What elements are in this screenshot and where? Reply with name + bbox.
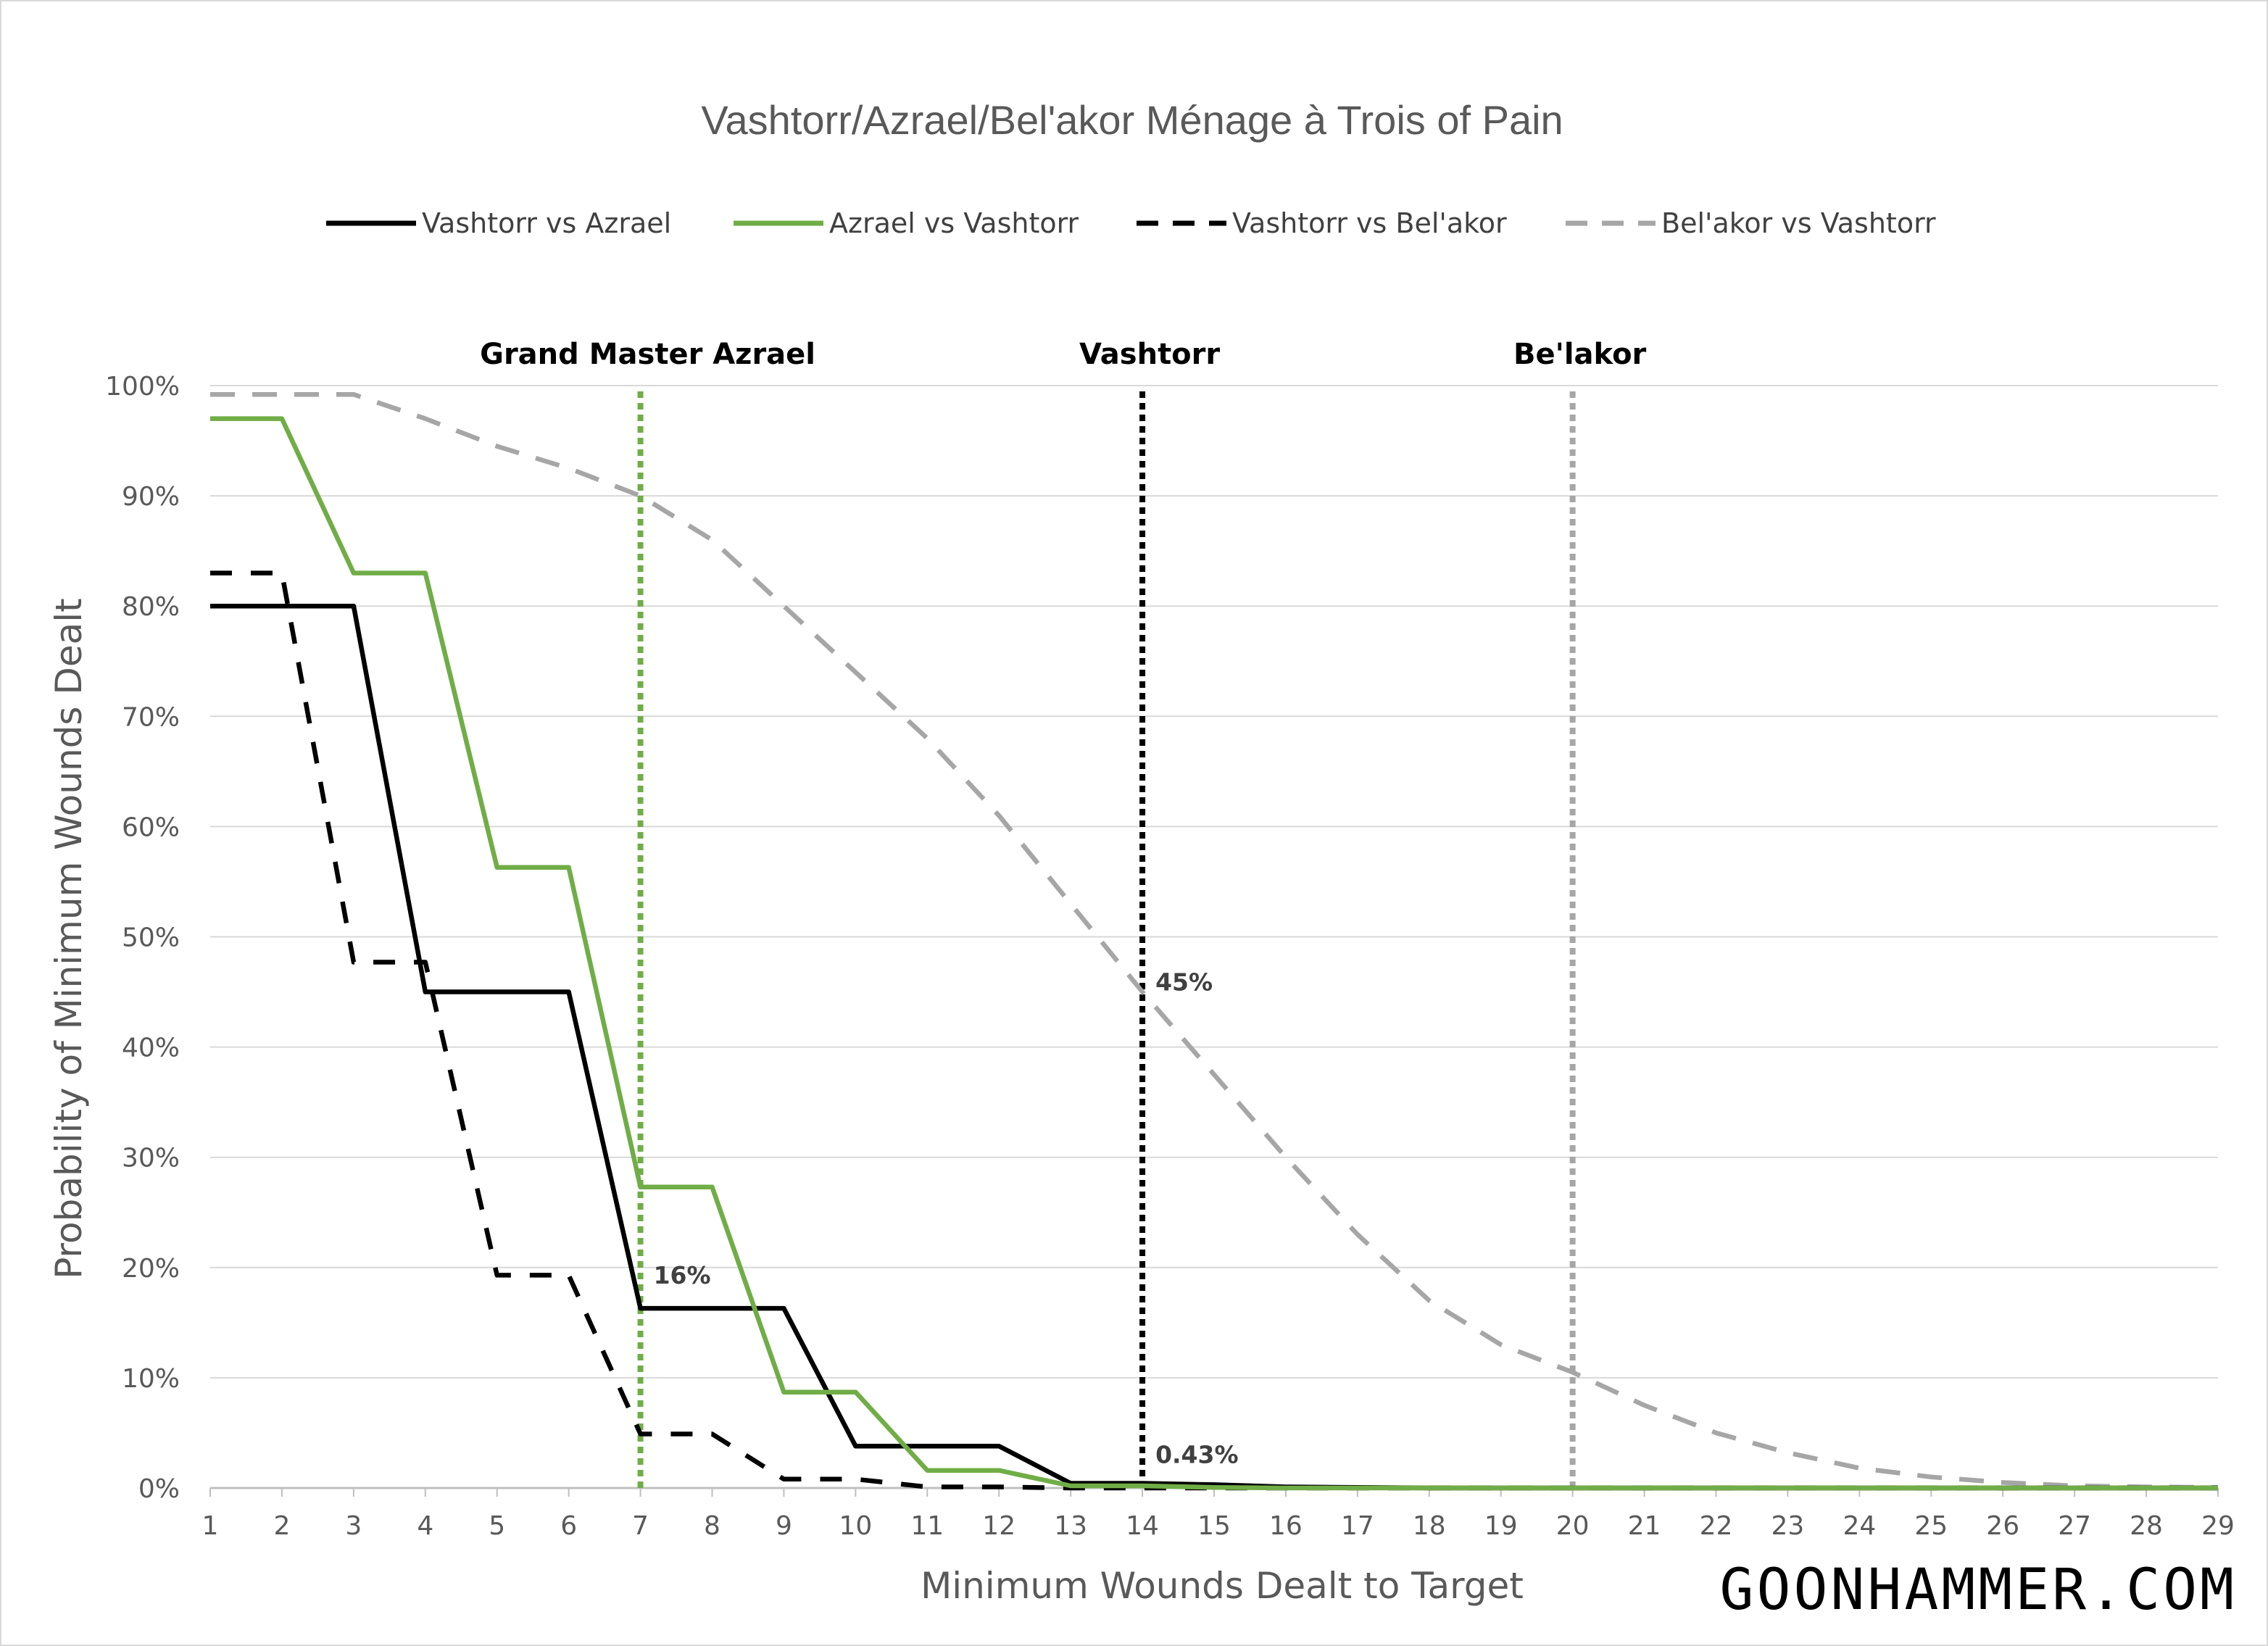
y-tick-label: 30% [122, 1144, 180, 1173]
x-tick-label: 8 [704, 1511, 720, 1541]
data-label: 0.43% [1155, 1440, 1239, 1468]
x-tick-label: 28 [2130, 1511, 2163, 1541]
x-tick-label: 16 [1269, 1511, 1303, 1541]
gridlines [210, 385, 2218, 1379]
y-tick-label: 0% [138, 1474, 180, 1504]
data-label: 16% [654, 1261, 711, 1289]
legend: Vashtorr vs Azrael Azrael vs Vashtorr Vash… [326, 207, 1936, 239]
y-tick-label: 60% [122, 812, 180, 842]
x-tick-label: 7 [632, 1511, 649, 1541]
x-axis: 1 2 3 4 5 6 7 8 9 10 11 12 13 14 15 16 17 18 19 20 21 22 23 24 2… [202, 1487, 2235, 1541]
x-tick-label: 2 [273, 1511, 290, 1541]
y-tick-label: 20% [122, 1254, 180, 1284]
marker-label-grand-master-azrael: Grand Master Azrael [480, 338, 815, 371]
marker-label-be-lakor: Be'lakor [1513, 338, 1647, 371]
x-tick-label: 6 [560, 1511, 577, 1541]
y-tick-label: 70% [122, 702, 180, 732]
legend-label-vashtorr-vs-azrael: Vashtorr vs Azrael [422, 207, 671, 239]
x-tick-label: 10 [839, 1511, 872, 1541]
series-line-vashtorr-vs-bel-akor [210, 570, 2218, 1491]
marker-lines: Grand Master Azrael Vashtorr Be'lakor [480, 338, 1647, 1488]
y-tick-label: 100% [105, 372, 180, 402]
y-axis-label: Probability of Minimum Wounds Dealt [48, 598, 90, 1279]
y-tick-label: 10% [122, 1364, 180, 1394]
x-tick-label: 19 [1484, 1511, 1518, 1541]
x-tick-label: 5 [489, 1511, 505, 1541]
legend-label-bel-akor-vs-vashtorr: Bel'akor vs Vashtorr [1661, 207, 1936, 239]
x-tick-label: 12 [982, 1511, 1015, 1541]
data-labels: 16% 45% 0.43% [654, 968, 1239, 1469]
x-tick-label: 9 [776, 1511, 792, 1541]
x-tick-label: 1 [202, 1511, 219, 1541]
x-tick-label: 11 [910, 1511, 944, 1541]
legend-label-vashtorr-vs-bel-akor: Vashtorr vs Bel'akor [1232, 207, 1507, 239]
x-tick-label: 20 [1556, 1511, 1590, 1541]
x-tick-label: 17 [1341, 1511, 1374, 1541]
x-tick-label: 14 [1126, 1511, 1159, 1541]
x-tick-label: 25 [1914, 1511, 1948, 1541]
x-axis-label: Minimum Wounds Dealt to Target [921, 1565, 1524, 1607]
legend-label-azrael-vs-vashtorr: Azrael vs Vashtorr [829, 207, 1079, 239]
x-tick-label: 29 [2201, 1511, 2235, 1541]
marker-label-vashtorr: Vashtorr [1079, 338, 1220, 371]
y-tick-label: 90% [122, 482, 180, 512]
series-line-azrael-vs-vashtorr [210, 416, 2218, 1491]
x-tick-label: 3 [345, 1511, 362, 1541]
x-tick-label: 24 [1843, 1511, 1876, 1541]
x-tick-label: 21 [1628, 1511, 1661, 1541]
y-tick-label: 80% [122, 592, 180, 622]
x-tick-label: 18 [1413, 1511, 1446, 1541]
series-lines [210, 391, 2219, 1491]
data-label: 45% [1155, 968, 1213, 997]
series-line-bel-akor-vs-vashtorr [210, 391, 2219, 1490]
x-tick-label: 13 [1054, 1511, 1087, 1541]
chart-title: Vashtorr/Azrael/Bel'akor Ménage à Trois … [701, 97, 1563, 143]
x-tick-label: 26 [1986, 1511, 2019, 1541]
y-tick-label: 50% [122, 923, 180, 953]
x-tick-label: 15 [1197, 1511, 1231, 1541]
x-tick-label: 23 [1771, 1511, 1805, 1541]
x-tick-label: 4 [417, 1511, 433, 1541]
y-tick-label: 40% [122, 1034, 180, 1063]
goonhammer-logo: GOONHAMMER.COM [1720, 1558, 2237, 1623]
x-tick-label: 22 [1700, 1511, 1733, 1541]
y-axis: 0% 10% 20% 30% 40% 50% 60% 70% 80% 90% 100% [105, 372, 180, 1504]
x-tick-label: 27 [2058, 1511, 2091, 1541]
